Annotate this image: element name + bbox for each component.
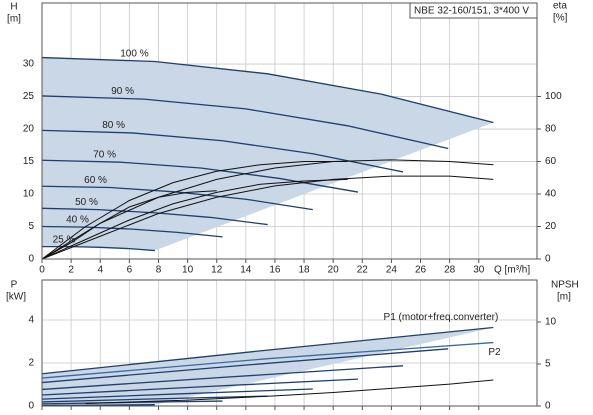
y2-tick-label: 0	[545, 401, 551, 412]
y-tick-label: 15	[23, 156, 35, 167]
curve	[41, 404, 155, 407]
curve	[41, 175, 494, 260]
y2-tick-label: 60	[545, 156, 557, 167]
curve	[41, 341, 494, 379]
curve	[41, 160, 348, 260]
curve-label: 50 %	[75, 197, 98, 208]
x-axis-label: Q [m³/h]	[494, 265, 530, 276]
x-tick-label: 2	[68, 265, 74, 276]
y-tick-label: 10	[23, 189, 35, 200]
x-tick-label: 14	[240, 265, 252, 276]
curve	[41, 388, 313, 400]
y2-axis-unit: [m]	[557, 292, 571, 303]
title-box	[409, 2, 538, 19]
y-tick-label: 5	[28, 221, 34, 232]
curve	[41, 378, 358, 396]
curve	[41, 326, 494, 375]
plot-frame	[41, 279, 538, 407]
curve-label: 70 %	[93, 149, 116, 160]
y-tick-label: 30	[23, 59, 35, 70]
x-tick-label: 8	[156, 265, 162, 276]
curve	[41, 395, 268, 403]
x-tick-label: 26	[415, 265, 427, 276]
plot-frame	[41, 2, 538, 260]
x-tick-label: 30	[473, 265, 485, 276]
y2-tick-label: 40	[545, 189, 557, 200]
curve	[41, 348, 449, 384]
operating-area	[42, 327, 494, 406]
curve	[41, 365, 404, 391]
y-axis-unit: [m]	[7, 14, 21, 25]
y-tick-label: 4	[28, 315, 34, 326]
y2-tick-label: 80	[545, 124, 557, 135]
x-tick-label: 10	[182, 265, 194, 276]
y-axis-unit: [kW]	[6, 292, 26, 303]
curve	[41, 95, 449, 150]
x-tick-label: 28	[444, 265, 456, 276]
y2-tick-label: 100	[545, 91, 562, 102]
curve	[41, 178, 348, 260]
curve	[41, 207, 268, 226]
curve-label: 90 %	[111, 86, 134, 97]
x-tick-label: 20	[328, 265, 340, 276]
curve	[85, 379, 494, 404]
y-axis-label: P	[11, 280, 18, 291]
y-tick-label: 0	[28, 401, 34, 412]
x-tick-label: 0	[39, 265, 45, 276]
y-tick-label: 2	[28, 358, 34, 369]
y-tick-label: 0	[28, 254, 34, 265]
curve-label: 80 %	[102, 120, 125, 131]
x-tick-label: 22	[357, 265, 369, 276]
y2-tick-label: 10	[545, 317, 557, 328]
x-tick-label: 6	[127, 265, 133, 276]
curve	[41, 190, 217, 260]
curve-label: 40 %	[66, 215, 89, 226]
y2-axis-label: eta	[553, 1, 567, 12]
y-tick-label: 25	[23, 91, 35, 102]
curve-label: P1 (motor+freq.converter)	[384, 312, 499, 323]
curve	[41, 225, 223, 238]
y2-tick-label: 20	[545, 221, 557, 232]
x-tick-label: 4	[97, 265, 103, 276]
y2-tick-label: 0	[545, 254, 551, 265]
y2-axis-unit: [%]	[553, 13, 568, 24]
curve-label: 60 %	[84, 175, 107, 186]
operating-area	[42, 57, 494, 251]
y2-axis-label: NPSH	[551, 280, 579, 291]
curve	[41, 159, 359, 193]
curve-label: 100 %	[120, 48, 148, 59]
curve	[41, 159, 494, 260]
curve-label: P2	[488, 347, 501, 358]
chart-title: NBE 32-160/151, 3*400 V	[414, 6, 529, 17]
x-tick-label: 24	[386, 265, 398, 276]
curve-label: 25 %	[53, 234, 76, 245]
y2-tick-label: 5	[545, 359, 551, 370]
curve	[41, 56, 494, 124]
curve	[41, 129, 404, 173]
x-tick-label: 18	[298, 265, 310, 276]
x-tick-label: 12	[211, 265, 223, 276]
y-tick-label: 20	[23, 124, 35, 135]
curve	[41, 185, 313, 211]
x-tick-label: 16	[269, 265, 281, 276]
y-axis-label: H	[10, 2, 17, 13]
